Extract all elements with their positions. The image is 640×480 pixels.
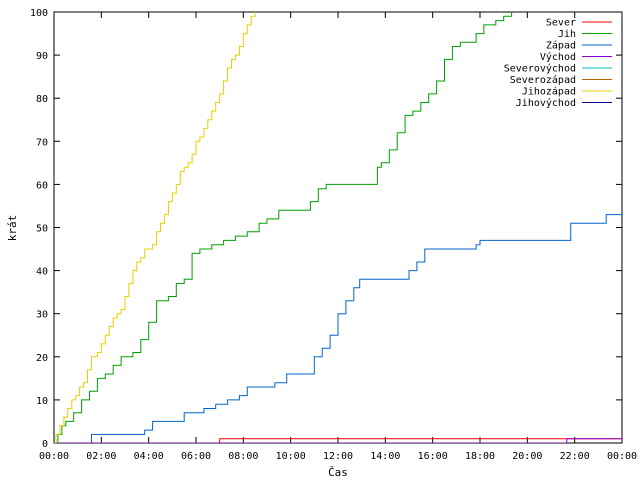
legend-label-jihovychod: Jihovýchod [516,97,576,109]
y-tick-label: 90 [36,51,48,62]
x-tick-label: 00:00 [607,451,637,462]
y-tick-label: 100 [30,8,48,19]
x-axis-title: Čas [328,466,348,479]
x-tick-label: 16:00 [418,451,448,462]
y-tick-label: 50 [36,224,48,235]
x-tick-label: 10:00 [276,451,306,462]
series-line-vychod [54,438,622,443]
x-tick-label: 00:00 [39,451,69,462]
y-tick-label: 10 [36,396,48,407]
legend-label-severozapad: Severozápad [510,74,576,86]
legend-label-sever: Sever [546,18,576,29]
x-tick-label: 18:00 [465,451,495,462]
legend-label-vychod: Východ [540,51,576,63]
x-tick-label: 08:00 [228,451,258,462]
x-tick-label: 20:00 [512,451,542,462]
series-layer [54,12,622,443]
x-tick-label: 02:00 [86,451,116,462]
y-tick-label: 30 [36,310,48,321]
y-tick-label: 70 [36,137,48,148]
series-line-jihozapad [54,12,256,443]
y-axis-title: krát [6,215,19,242]
y-tick-label: 20 [36,353,48,364]
y-tick-label: 40 [36,267,48,278]
legend-label-severovychod: Severovýchod [504,63,576,75]
x-tick-label: 04:00 [134,451,164,462]
y-tick-label: 60 [36,180,48,191]
x-tick-label: 12:00 [323,451,353,462]
series-line-zapad [54,214,622,443]
x-tick-label: 06:00 [181,451,211,462]
x-tick-label: 14:00 [370,451,400,462]
y-axis: 0 10 20 30 40 50 60 70 80 90 100 [30,8,622,450]
series-line-sever [54,438,622,443]
legend-label-jih: Jih [558,29,576,40]
legend-label-zapad: Západ [546,40,576,52]
legend: SeverJihZápadVýchodSeverovýchodSeverozáp… [504,18,612,109]
legend-label-jihozapad: Jihozápad [522,86,576,98]
y-tick-label: 0 [42,439,48,450]
y-tick-label: 80 [36,94,48,105]
series-line-jih [54,12,513,443]
x-axis: 00:00 02:00 04:00 06:00 08:00 10:00 12:00 14:00… [39,12,637,462]
x-tick-label: 22:00 [560,451,590,462]
